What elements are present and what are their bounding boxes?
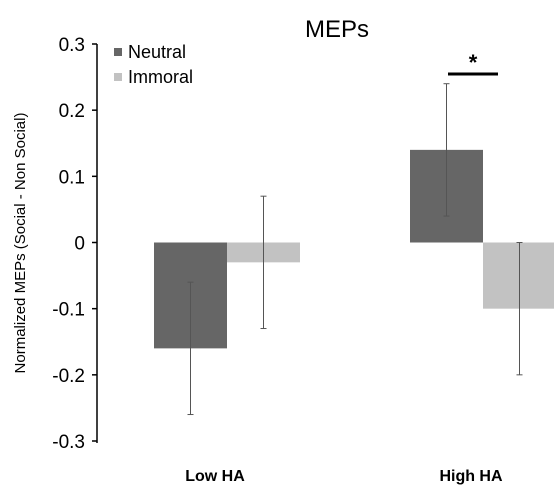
bar-immoral-high-ha bbox=[483, 242, 554, 309]
y-tick-label: 0.3 bbox=[59, 35, 85, 56]
legend-label-immoral: Immoral bbox=[128, 67, 193, 87]
significance-annotation: * bbox=[448, 50, 498, 76]
y-tick-label: 0.1 bbox=[59, 167, 85, 188]
y-tick-label: 0.2 bbox=[59, 101, 85, 122]
legend-swatch-neutral bbox=[114, 48, 122, 56]
legend-label-neutral: Neutral bbox=[128, 42, 186, 62]
legend-swatch-immoral bbox=[114, 73, 122, 81]
error-bars bbox=[187, 83, 523, 416]
legend: Neutral Immoral bbox=[114, 42, 193, 87]
category-label: Low HA bbox=[185, 468, 245, 485]
y-tick-label: 0 bbox=[74, 234, 85, 255]
y-tick-label: -0.1 bbox=[52, 300, 85, 321]
y-tick-label: -0.2 bbox=[52, 366, 85, 387]
significance-star: * bbox=[469, 50, 478, 75]
y-ticks: 0.3 0.2 0.1 0 -0.1 -0.2 -0.3 bbox=[52, 35, 97, 453]
category-labels: Low HA High HA bbox=[185, 468, 503, 485]
y-axis-label: Normalized MEPs (Social - Non Social) bbox=[12, 113, 29, 374]
y-tick-label: -0.3 bbox=[52, 432, 85, 453]
category-label: High HA bbox=[439, 468, 503, 485]
bars bbox=[154, 149, 554, 349]
chart-title: MEPs bbox=[305, 16, 369, 43]
